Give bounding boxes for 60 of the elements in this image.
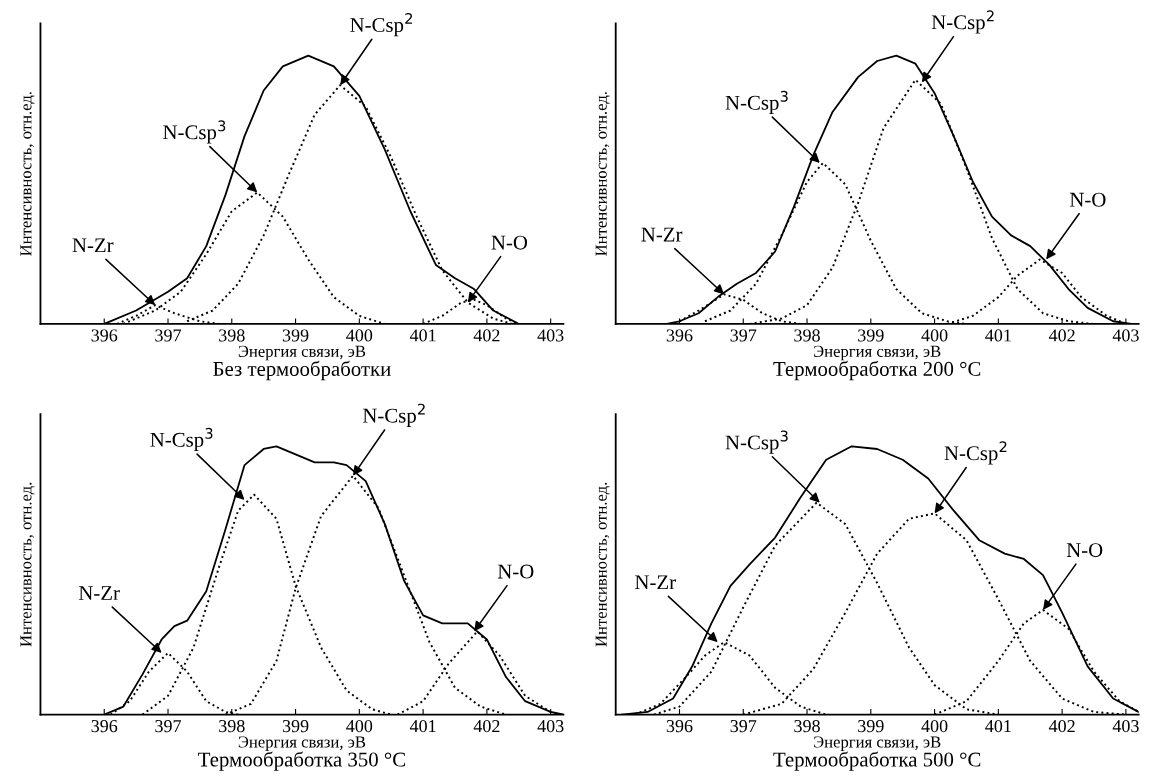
x-axis-title: Энергия связи, эВ (814, 345, 941, 361)
annotation: N-Csp$^{2}$ (944, 441, 1007, 465)
annotation: N-Csp$^{3}$ (163, 120, 226, 144)
x-tick-label: 400 (921, 329, 948, 342)
x-tick-label: 399 (858, 329, 884, 342)
x-tick-label: 397 (155, 329, 182, 342)
x-tick-label: 398 (219, 329, 245, 342)
annotation: N-Csp$^{3}$ (150, 427, 213, 452)
annotation: N-Zr (78, 586, 120, 600)
x-axis-title: Энергия связи, эВ (238, 345, 366, 361)
y-axis-title: Интенсивность, отн.ед. (20, 482, 35, 647)
annotation: N-Zr (72, 238, 114, 253)
x-axis-title: Энергия связи, эВ (238, 736, 366, 751)
x-tick-label: 401 (409, 720, 436, 733)
x-tick-label: 401 (409, 329, 436, 342)
x-tick-label: 403 (537, 329, 564, 342)
x-tick-label: 398 (794, 329, 820, 342)
x-tick-label: 402 (1048, 329, 1075, 342)
annotation: N-Csp$^{3}$ (725, 90, 788, 115)
y-axis-title: Интенсивность, отн.ед. (595, 92, 610, 256)
x-tick-label: 402 (1048, 720, 1075, 733)
x-tick-label: 399 (282, 720, 309, 733)
text: Термообработка 200 °C (773, 360, 981, 381)
x-tick-label: 396 (666, 720, 693, 733)
x-tick-label: 403 (1112, 720, 1139, 733)
x-tick-label: 396 (666, 329, 693, 342)
x-tick-label: 398 (219, 720, 245, 733)
annotation: N-Csp$^{2}$ (350, 12, 412, 37)
y-axis-title: Интенсивность, отн.ед. (595, 482, 610, 647)
annotation: N-O (491, 235, 528, 250)
x-tick-label: 402 (473, 329, 500, 342)
x-tick-label: 398 (794, 720, 820, 733)
y-axis-title: Интенсивность, отн.ед. (20, 92, 35, 256)
text: Термообработка 350 °C (198, 751, 405, 771)
x-tick-label: 396 (91, 329, 118, 342)
x-tick-label: 400 (346, 720, 373, 733)
annotation: N-Csp$^{2}$ (362, 403, 425, 427)
x-axis-title: Энергия связи, эВ (814, 736, 941, 751)
x-tick-label: 399 (282, 329, 309, 342)
annotation: N-O (1066, 543, 1103, 558)
x-tick-label: 397 (730, 720, 757, 733)
x-tick-label: 403 (1112, 329, 1139, 342)
x-tick-label: 400 (921, 720, 948, 733)
x-tick-label: 397 (730, 329, 757, 342)
annotation: N-Zr (635, 575, 676, 590)
x-tick-label: 403 (537, 720, 564, 733)
annotation: N-Zr (641, 227, 683, 242)
x-tick-label: 401 (985, 329, 1011, 342)
annotation: N-O (497, 564, 534, 579)
x-tick-label: 402 (473, 720, 500, 733)
text: Без термообработки (213, 360, 391, 381)
text: Термообработка 500 °C (773, 751, 981, 771)
annotation: N-Csp$^{3}$ (725, 430, 788, 454)
x-tick-label: 397 (155, 720, 182, 733)
annotation: N-Csp$^{2}$ (931, 10, 994, 34)
annotation: N-O (1069, 192, 1106, 207)
x-tick-label: 399 (858, 720, 884, 733)
x-tick-label: 400 (346, 329, 373, 342)
x-tick-label: 401 (985, 720, 1011, 733)
x-tick-label: 396 (91, 720, 118, 733)
